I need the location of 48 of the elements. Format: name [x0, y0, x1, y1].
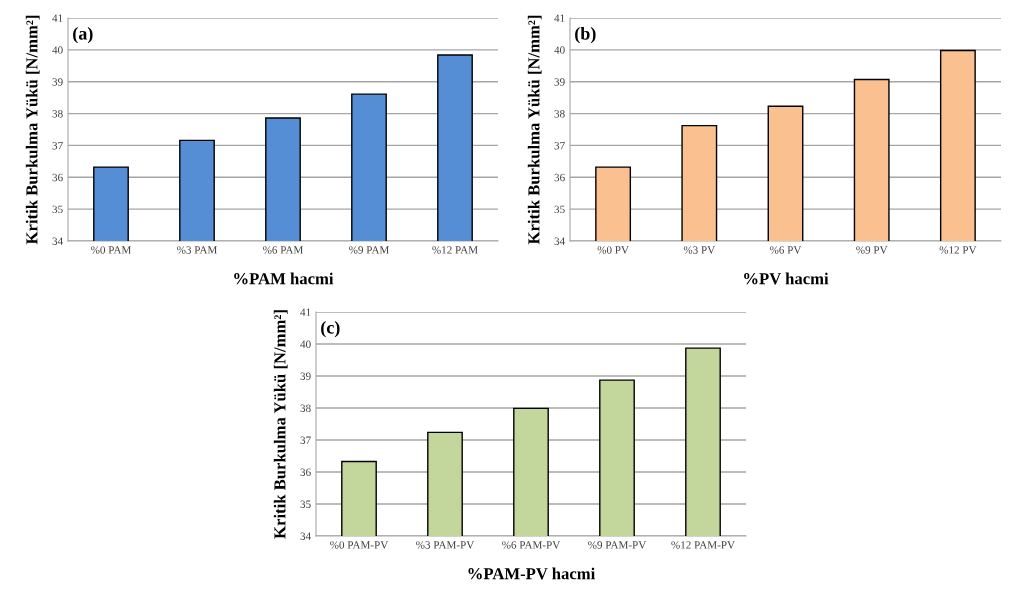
y-tick-label: 39: [52, 78, 63, 86]
x-tick-label: %6 PV: [769, 246, 802, 254]
y-tick-label: 34: [554, 237, 565, 245]
annotation: (a): [73, 26, 93, 44]
x-tick-label: %9 PAM-PV: [588, 541, 647, 549]
x-tick-label: %12 PAM-PV: [671, 541, 735, 549]
y-tick-label: 34: [52, 237, 63, 245]
x-tick-label: %3 PAM: [177, 246, 217, 254]
y-axis-title: Kritik Burkulma Yükü [N/mm²]: [25, 15, 40, 245]
y-axis-title: Kritik Burkulma Yükü [N/mm²]: [273, 310, 288, 539]
x-axis-title: %PAM hacmi: [234, 272, 334, 285]
y-tick-label: 40: [52, 46, 63, 54]
x-tick-label: %0 PAM-PV: [330, 541, 389, 549]
annotation: (b): [575, 26, 596, 44]
y-tick-label: 41: [300, 308, 311, 316]
y-tick-label: 37: [554, 141, 565, 150]
y-tick-label: 39: [554, 78, 565, 86]
x-axis-title: %PV hacmi: [744, 272, 829, 285]
y-tick-label: 37: [300, 436, 311, 444]
y-tick-label: 35: [52, 205, 63, 214]
x-tick-label: %3 PV: [683, 246, 716, 254]
y-tick-label: 39: [300, 372, 311, 380]
x-tick-label: %6 PAM: [263, 246, 303, 254]
y-tick-label: 40: [554, 46, 565, 54]
y-tick-label: 41: [52, 14, 63, 22]
y-tick-label: 35: [300, 500, 311, 508]
annotation: (c): [321, 320, 340, 338]
y-axis-title: Kritik Burkulma Yükü [N/mm²]: [527, 15, 542, 245]
y-tick-label: 40: [300, 340, 311, 348]
y-tick-label: 38: [52, 110, 63, 118]
y-tick-label: 35: [554, 205, 565, 214]
x-tick-label: %9 PAM: [349, 246, 389, 254]
x-axis-title: %PAM-PV hacmi: [468, 567, 596, 580]
x-tick-label: %0 PV: [597, 246, 629, 254]
y-tick-label: 41: [554, 14, 565, 22]
x-tick-label: %12 PV: [939, 246, 977, 254]
y-tick-label: 36: [52, 173, 63, 182]
x-tick-label: %6 PAM-PV: [502, 541, 561, 549]
x-tick-label: %3 PAM-PV: [416, 541, 475, 549]
y-tick-label: 36: [554, 173, 565, 182]
y-tick-label: 34: [300, 532, 311, 540]
y-tick-label: 37: [52, 141, 63, 150]
y-tick-label: 36: [300, 468, 311, 476]
x-tick-label: %9 PV: [856, 246, 888, 254]
y-tick-label: 38: [554, 110, 565, 118]
y-tick-label: 38: [300, 404, 311, 412]
x-tick-label: %12 PAM: [432, 246, 478, 254]
x-tick-label: %0 PAM: [91, 246, 131, 254]
